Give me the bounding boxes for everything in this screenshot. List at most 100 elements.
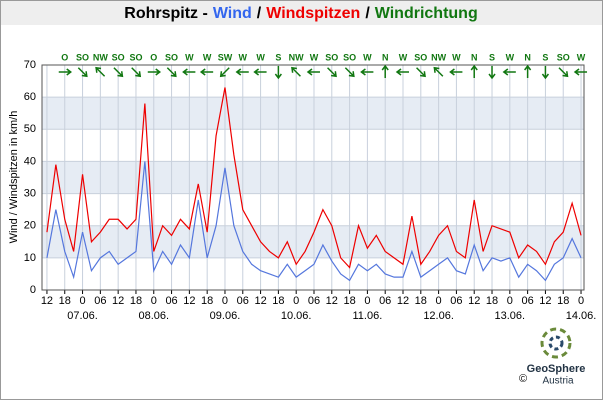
arrow-shape (360, 68, 374, 76)
arrow-shape (381, 64, 389, 78)
x-date-label: 11.06. (353, 310, 383, 322)
y-tick-label: 50 (24, 123, 36, 135)
x-tick-label: 12 (41, 295, 53, 307)
direction-label: NW (93, 52, 108, 62)
x-tick-label: 0 (293, 295, 299, 307)
direction-arrow (199, 68, 214, 76)
direction-arrow (502, 68, 516, 76)
arrow-shape (291, 66, 301, 77)
arrow-shape (449, 68, 463, 76)
direction-arrow (344, 67, 355, 78)
direction-arrow (182, 68, 196, 76)
line-series (46, 161, 582, 282)
x-tick-label: 12 (112, 295, 124, 307)
x-date-label: 09.06. (210, 310, 241, 322)
arrow-shape (344, 67, 355, 78)
arrow-shape (573, 68, 588, 76)
x-tick-label: 06 (94, 295, 106, 307)
direction-arrow (433, 66, 444, 77)
y-tick-label: 0 (30, 284, 36, 296)
x-tick-label: 06 (165, 295, 177, 307)
logo: GeoSphere Austria © (519, 327, 585, 387)
x-tick-label: 0 (222, 295, 228, 307)
title-part: Rohrspitz - (124, 5, 208, 22)
x-date-label: 10.06. (281, 310, 312, 322)
arrow-shape (502, 68, 516, 76)
direction-label: W (577, 52, 586, 62)
y-tick-label: 40 (24, 155, 36, 167)
arrow-shape (219, 67, 230, 78)
direction-arrow (235, 68, 249, 76)
x-tick-label: 18 (486, 295, 498, 307)
title-part: Windspitzen (266, 5, 360, 22)
x-tick-label: 12 (468, 295, 480, 307)
direction-arrow (381, 64, 389, 78)
direction-arrow (541, 66, 550, 80)
arrow-shape (274, 66, 282, 80)
logo-mark (548, 335, 564, 351)
x-tick-label: 18 (415, 295, 427, 307)
x-tick-label: 12 (539, 295, 551, 307)
x-tick-label: 06 (237, 295, 249, 307)
arrow-shape (253, 68, 267, 76)
x-tick-label: 18 (130, 295, 142, 307)
arrow-shape (147, 68, 162, 76)
arrow-shape (166, 67, 177, 78)
y-tick-label: 30 (24, 187, 36, 199)
arrow-shape (470, 64, 478, 78)
x-tick-label: 12 (254, 295, 266, 307)
arrow-shape (182, 68, 196, 76)
x-tick-label: 0 (578, 295, 584, 307)
direction-label: N (471, 52, 478, 62)
direction-arrow (166, 67, 177, 78)
direction-label: SO (129, 52, 142, 62)
direction-label: S (275, 52, 281, 62)
arrow-shape (199, 68, 214, 76)
direction-label: S (489, 52, 495, 62)
y-tick-label: 70 (24, 59, 36, 71)
y-tick-label: 60 (24, 91, 36, 103)
arrow-shape (95, 66, 106, 77)
direction-label: W (310, 52, 319, 62)
arrow-shape (113, 67, 124, 78)
direction-arrow (253, 68, 267, 76)
grid-band (42, 225, 584, 258)
direction-arrow (558, 67, 569, 78)
direction-arrow (449, 68, 463, 76)
x-tick-label: 0 (79, 295, 85, 307)
x-tick-label: 18 (557, 295, 569, 307)
chart-title: Rohrspitz - Wind / Windspitzen / Windrichtung (124, 5, 477, 22)
direction-label: N (382, 52, 389, 62)
x-tick-label: 12 (326, 295, 338, 307)
x-tick-label: 12 (183, 295, 195, 307)
direction-label: W (452, 52, 461, 62)
x-date-label: 13.06. (495, 310, 526, 322)
direction-arrow (573, 68, 588, 76)
arrow-shape (416, 67, 426, 78)
arrow-shape (131, 67, 142, 78)
direction-label: W (185, 52, 194, 62)
y-tick-label: 10 (24, 252, 36, 264)
x-date-label: 08.06. (138, 310, 169, 322)
title-part: / (365, 5, 370, 22)
arrow-shape (235, 68, 249, 76)
direction-label: W (203, 52, 212, 62)
x-tick-label: 0 (436, 295, 442, 307)
direction-label: W (256, 52, 265, 62)
direction-arrow (113, 67, 124, 78)
direction-label: NW (431, 52, 446, 62)
direction-arrow (395, 68, 410, 76)
x-date-label: 14.06. (566, 310, 597, 322)
logo-mark (540, 327, 572, 359)
direction-label: SO (343, 52, 356, 62)
title-part: / (257, 5, 262, 22)
direction-label: O (61, 52, 68, 62)
direction-arrow (131, 67, 142, 78)
x-tick-label: 12 (397, 295, 409, 307)
title-part: Wind (213, 5, 252, 22)
logo-sub: Austria (542, 376, 574, 387)
x-tick-label: 18 (343, 295, 355, 307)
direction-label: W (506, 52, 515, 62)
direction-arrow (524, 64, 532, 78)
direction-arrow (58, 68, 72, 76)
